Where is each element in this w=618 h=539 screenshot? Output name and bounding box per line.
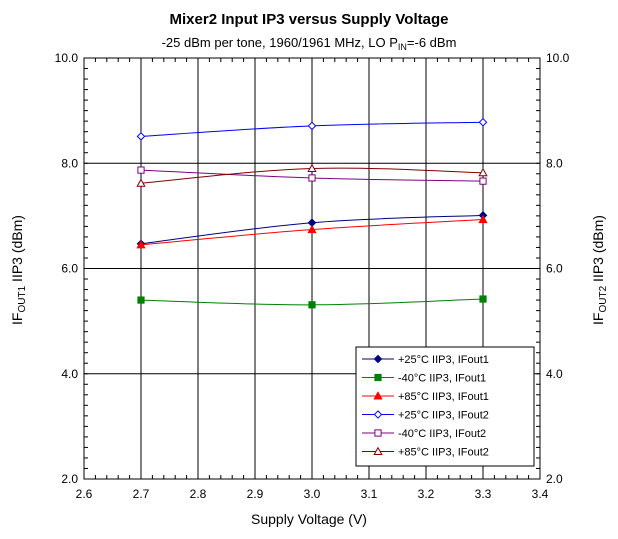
- series-group: [136, 163, 488, 187]
- y-tick-label-right: 6.0: [546, 262, 563, 276]
- y-axis-label-left: IFOUT1 IIP3 (dBm): [9, 215, 28, 325]
- data-point-marker: [308, 301, 316, 309]
- legend-label: +25°C IIP3, IFout2: [398, 410, 489, 422]
- x-tick-label: 2.9: [247, 487, 264, 501]
- x-tick-label: 3.4: [532, 487, 549, 501]
- y-axis-label-right: IFOUT2 IIP3 (dBm): [590, 215, 609, 325]
- minor-ticks: [83, 57, 541, 480]
- y-tick-label-left: 4.0: [61, 367, 78, 381]
- series: [136, 117, 488, 309]
- y-tick-label-left: 6.0: [61, 262, 78, 276]
- data-point-marker: [137, 296, 145, 304]
- x-axis-label: Supply Voltage (V): [251, 511, 367, 527]
- series-group: [136, 214, 488, 249]
- x-tick-label: 2.8: [190, 487, 207, 501]
- data-point-marker: [307, 121, 317, 131]
- legend-label: -40°C IIP3, IFout1: [398, 373, 486, 385]
- x-tick-labels: 2.6 2.7 2.8 2.9 3.0 3.1 3.2 3.3 3.4: [76, 487, 549, 501]
- data-point-marker: [307, 224, 317, 234]
- legend-label: +85°C IIP3, IFout2: [398, 447, 489, 459]
- x-tick-label: 2.7: [133, 487, 150, 501]
- data-point-marker: [479, 177, 487, 185]
- series-group: [137, 295, 487, 309]
- y-tick-label-left: 10.0: [55, 51, 79, 65]
- y-axis-label-right-sub: OUT2: [598, 285, 609, 312]
- chart-subtitle-subscript: IN: [398, 42, 407, 52]
- y-axis-label-right-pre: IF: [590, 313, 606, 325]
- legend: +25°C IIP3, IFout1 -40°C IIP3, IFout1 +85°…: [355, 346, 535, 467]
- data-point-marker: [137, 166, 145, 174]
- legend-label: +85°C IIP3, IFout1: [398, 391, 489, 403]
- data-point-marker: [479, 295, 487, 303]
- legend-label: +25°C IIP3, IFout1: [398, 354, 489, 366]
- series-group: [137, 166, 487, 185]
- legend-marker: [373, 354, 383, 364]
- y-tick-label-right: 8.0: [546, 156, 563, 170]
- y-tick-label-right: 10.0: [546, 51, 570, 65]
- legend-label: -40°C IIP3, IFout2: [398, 428, 486, 440]
- legend-marker: [374, 373, 382, 382]
- y-axis-label-left-post: IIP3 (dBm): [9, 215, 25, 286]
- y-tick-label-right: 2.0: [546, 472, 563, 486]
- chart-subtitle-main: -25 dBm per tone, 1960/1961 MHz, LO P: [162, 35, 398, 50]
- legend-box: [355, 346, 535, 467]
- x-tick-label: 3.3: [475, 487, 492, 501]
- plot-area-frame: [83, 57, 541, 480]
- legend-marker: [374, 429, 382, 437]
- y-axis-label-left-sub: OUT1: [17, 285, 28, 312]
- data-point-marker: [308, 174, 316, 182]
- chart-subtitle-tail: =-6 dBm: [407, 35, 457, 50]
- x-tick-label: 3.0: [304, 487, 321, 501]
- y-tick-label-right: 4.0: [546, 367, 563, 381]
- legend-marker: [373, 446, 383, 456]
- x-tick-label: 3.2: [418, 487, 435, 501]
- data-point-marker: [136, 239, 146, 249]
- series-group: [136, 117, 488, 141]
- y-axis-label-left-pre: IF: [9, 313, 25, 325]
- chart-subtitle: -25 dBm per tone, 1960/1961 MHz, LO PIN=…: [162, 35, 457, 52]
- x-tick-label: 3.1: [361, 487, 378, 501]
- data-point-marker: [136, 178, 146, 187]
- y-tick-label-left: 2.0: [61, 472, 78, 486]
- x-tick-label: 2.6: [76, 487, 93, 501]
- data-point-marker: [478, 167, 488, 177]
- legend-marker: [373, 410, 383, 419]
- data-point-marker: [307, 163, 317, 173]
- data-point-marker: [136, 132, 146, 141]
- data-point-marker: [478, 117, 488, 127]
- data-point-marker: [478, 214, 488, 224]
- chart-title: Mixer2 Input IP3 versus Supply Voltage: [170, 11, 449, 28]
- y-tick-label-left: 8.0: [61, 156, 78, 170]
- y-axis-label-right-post: IIP3 (dBm): [590, 215, 606, 286]
- y-tick-labels: 2.0 2.0 4.0 4.0 6.0 6.0 8.0 8.0 10.0 10.0: [55, 51, 570, 486]
- legend-marker: [373, 391, 383, 400]
